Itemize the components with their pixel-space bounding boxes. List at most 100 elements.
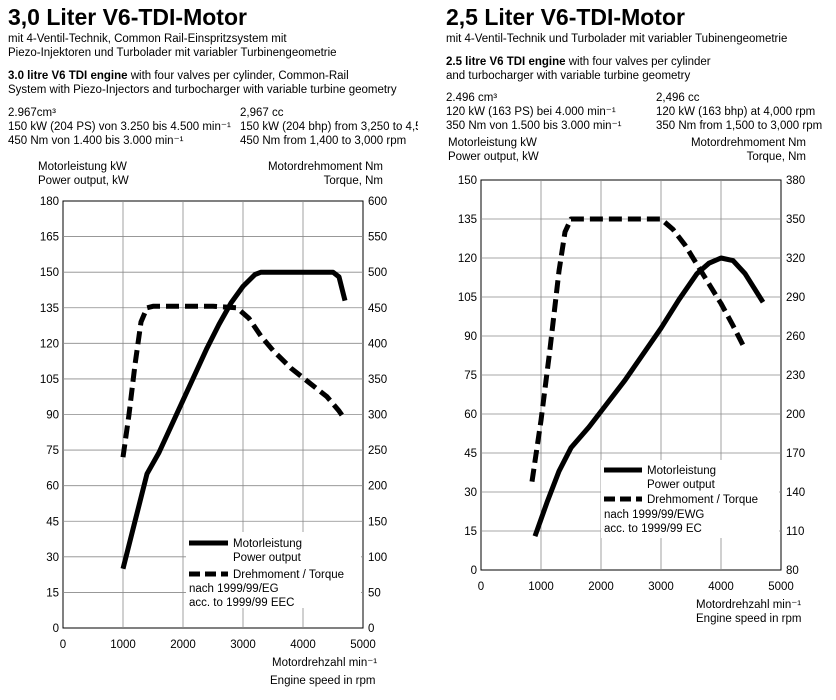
description-en-line1: 2.5 litre V6 TDI engine with four valves… xyxy=(446,55,711,69)
right-tick-label: 380 xyxy=(786,175,805,187)
x-tick-label: 5000 xyxy=(768,581,794,593)
right-axis-label-de: Motordrehmoment Nm xyxy=(267,161,383,173)
x-axis-label-en: Engine speed in rpm xyxy=(696,613,802,625)
right-tick-label: 0 xyxy=(368,623,374,635)
x-tick-label: 5000 xyxy=(350,639,376,651)
description-en-rest: with four valves per cylinder xyxy=(565,56,711,68)
x-tick-label: 1000 xyxy=(110,639,136,651)
right-tick-label: 350 xyxy=(786,214,805,226)
right-tick-labels: 0 50 100 150 200 250 300 350 400 450 500 550 600 xyxy=(368,196,387,635)
spec-de-power: 120 kW (163 PS) bei 4.000 min⁻¹ xyxy=(446,106,616,118)
spec-de-displacement: 2.967cm³ xyxy=(8,107,56,119)
left-tick-label: 0 xyxy=(53,623,59,635)
chart-title: 2,5 Liter V6-TDI-Motor xyxy=(446,4,685,30)
spec-en-displacement: 2,496 cc xyxy=(656,92,700,104)
left-tick-label: 165 xyxy=(40,232,59,244)
right-tick-label: 250 xyxy=(368,445,387,457)
description-de-line1: mit 4-Ventil-Technik, Common Rail-Einspr… xyxy=(8,33,287,45)
legend-power-de: Motorleistung xyxy=(233,538,302,550)
description-en-rest: with four valves per cylinder, Common-Ra… xyxy=(127,70,349,82)
x-tick-label: 4000 xyxy=(290,639,316,651)
right-tick-label: 110 xyxy=(786,526,804,538)
power-line xyxy=(120,269,348,570)
legend-norm-de: nach 1999/99/EWG xyxy=(604,509,704,521)
left-tick-label: 120 xyxy=(458,253,477,265)
right-tick-label: 50 xyxy=(368,587,381,599)
left-tick-label: 180 xyxy=(40,196,59,208)
x-tick-label: 3000 xyxy=(230,639,256,651)
left-tick-label: 90 xyxy=(464,331,477,343)
chart-panel-3-0: 3,0 Liter V6-TDI-Motor mit 4-Ventil-Tech… xyxy=(8,4,418,687)
legend: Motorleistung Power output Drehmoment / … xyxy=(186,532,361,609)
chart-title: 3,0 Liter V6-TDI-Motor xyxy=(8,4,247,30)
x-axis-label-en: Engine speed in rpm xyxy=(270,675,376,687)
description-en-line1: 3.0 litre V6 TDI engine with four valves… xyxy=(8,69,349,83)
left-axis-label-en: Power output, kW xyxy=(448,151,539,163)
left-tick-label: 15 xyxy=(464,526,477,538)
description-de-line2: Piezo-Injektoren und Turbolader mit vari… xyxy=(8,47,337,59)
left-tick-label: 105 xyxy=(40,374,59,386)
right-tick-label: 140 xyxy=(786,487,805,499)
left-tick-label: 90 xyxy=(46,410,59,422)
description-en-bold: 2.5 litre V6 TDI engine xyxy=(446,56,566,68)
series xyxy=(120,269,348,570)
x-tick-label: 2000 xyxy=(588,581,614,593)
left-tick-label: 45 xyxy=(46,516,59,528)
x-tick-label: 3000 xyxy=(648,581,674,593)
left-tick-label: 30 xyxy=(464,487,477,499)
right-tick-label: 600 xyxy=(368,196,387,208)
left-tick-label: 120 xyxy=(40,338,59,350)
left-tick-label: 30 xyxy=(46,552,59,564)
legend-power-de: Motorleistung xyxy=(647,465,716,477)
x-tick-label: 4000 xyxy=(708,581,734,593)
torque-line xyxy=(529,216,748,482)
left-tick-label: 60 xyxy=(46,481,59,493)
right-tick-label: 450 xyxy=(368,303,387,315)
right-tick-label: 200 xyxy=(786,409,805,421)
left-axis-label-de: Motorleistung kW xyxy=(38,161,127,173)
chart-panel-2-5: 2,5 Liter V6-TDI-Motor mit 4-Ventil-Tech… xyxy=(438,0,836,700)
right-tick-label: 80 xyxy=(786,565,799,577)
left-tick-label: 150 xyxy=(40,267,59,279)
description-en-bold: 3.0 litre V6 TDI engine xyxy=(8,70,128,82)
engine-chart-3-0: 0 15 30 45 60 75 90 105 120 135 150 165 180 0 50 100 15… xyxy=(40,196,387,651)
right-tick-label: 170 xyxy=(786,448,805,460)
left-tick-labels: 0 15 30 45 60 75 90 105 120 135 150 xyxy=(458,175,477,577)
right-tick-label: 300 xyxy=(368,410,387,422)
left-axis-label-en: Power output, kW xyxy=(38,175,129,187)
engine-chart-2-5: 0 15 30 45 60 75 90 105 120 135 150 80 110 140 170 200… xyxy=(458,175,805,593)
left-tick-label: 75 xyxy=(46,445,59,457)
legend-norm-en: acc. to 1999/99 EC xyxy=(604,523,702,535)
x-tick-label: 1000 xyxy=(528,581,554,593)
left-tick-label: 135 xyxy=(458,214,477,226)
right-tick-label: 100 xyxy=(368,552,387,564)
legend: Motorleistung Power output Drehmoment / … xyxy=(601,460,779,538)
x-tick-label: 0 xyxy=(478,581,484,593)
x-tick-labels: 0 1000 2000 3000 4000 5000 xyxy=(60,639,376,651)
spec-en-displacement: 2,967 cc xyxy=(240,107,284,119)
right-tick-label: 290 xyxy=(786,292,805,304)
description-en-line2: and turbocharger with variable turbine g… xyxy=(446,70,691,82)
right-tick-label: 200 xyxy=(368,481,387,493)
spec-de-displacement: 2.496 cm³ xyxy=(446,92,498,104)
torque-line xyxy=(120,303,348,458)
left-tick-labels: 0 15 30 45 60 75 90 105 120 135 150 165 180 xyxy=(40,196,59,635)
spec-de-power: 150 kW (204 PS) von 3.250 bis 4.500 min⁻… xyxy=(8,121,231,133)
legend-power-en: Power output xyxy=(233,552,302,564)
right-axis-label-en: Torque, Nm xyxy=(323,175,383,187)
legend-norm-en: acc. to 1999/99 EEC xyxy=(189,597,294,609)
left-axis-label-de: Motorleistung kW xyxy=(448,137,537,149)
left-tick-label: 105 xyxy=(458,292,477,304)
spec-de-torque: 450 Nm von 1.400 bis 3.000 min⁻¹ xyxy=(8,135,184,147)
x-tick-label: 0 xyxy=(60,639,66,651)
x-tick-labels: 0 1000 2000 3000 4000 5000 xyxy=(478,581,794,593)
left-tick-label: 0 xyxy=(471,565,477,577)
left-tick-label: 60 xyxy=(464,409,477,421)
x-axis-label-de: Motordrehzahl min⁻¹ xyxy=(272,657,378,669)
right-tick-label: 260 xyxy=(786,331,805,343)
legend-power-en: Power output xyxy=(647,479,716,491)
right-axis-label-en: Torque, Nm xyxy=(746,151,806,163)
description-de-line1: mit 4-Ventil-Technik und Turbolader mit … xyxy=(446,33,788,45)
x-axis-label-de: Motordrehzahl min⁻¹ xyxy=(696,599,802,611)
right-axis-label-de: Motordrehmoment Nm xyxy=(690,137,806,149)
